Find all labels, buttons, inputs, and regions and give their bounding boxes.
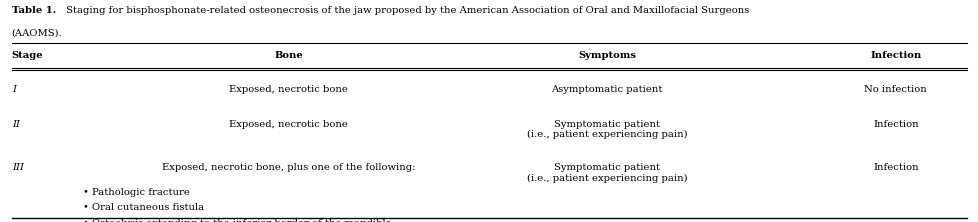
Text: Symptomatic patient
(i.e., patient experiencing pain): Symptomatic patient (i.e., patient exper…: [526, 120, 687, 139]
Text: II: II: [12, 120, 20, 129]
Text: Table 1.: Table 1.: [12, 6, 56, 15]
Text: I: I: [12, 85, 16, 95]
Text: Symptomatic patient
(i.e., patient experiencing pain): Symptomatic patient (i.e., patient exper…: [526, 163, 687, 183]
Text: Infection: Infection: [872, 120, 917, 129]
Text: Bone: Bone: [274, 51, 303, 60]
Text: Asymptomatic patient: Asymptomatic patient: [551, 85, 662, 95]
Text: III: III: [12, 163, 23, 172]
Text: No infection: No infection: [864, 85, 926, 95]
Text: Infection: Infection: [869, 51, 920, 60]
Text: • Pathologic fracture: • Pathologic fracture: [83, 188, 190, 197]
Text: Stage: Stage: [12, 51, 43, 60]
Text: • Oral cutaneous fistula: • Oral cutaneous fistula: [83, 203, 204, 212]
Text: Exposed, necrotic bone: Exposed, necrotic bone: [229, 85, 348, 95]
Text: Staging for bisphosphonate-related osteonecrosis of the jaw proposed by the Amer: Staging for bisphosphonate-related osteo…: [63, 6, 748, 15]
Text: Exposed, necrotic bone, plus one of the following:: Exposed, necrotic bone, plus one of the …: [162, 163, 415, 172]
Text: Symptoms: Symptoms: [577, 51, 636, 60]
Text: Exposed, necrotic bone: Exposed, necrotic bone: [229, 120, 348, 129]
Text: • Osteolysis extending to the inferior border of the mandible: • Osteolysis extending to the inferior b…: [83, 219, 391, 222]
Text: (AAOMS).: (AAOMS).: [12, 29, 63, 38]
Text: Infection: Infection: [872, 163, 917, 172]
